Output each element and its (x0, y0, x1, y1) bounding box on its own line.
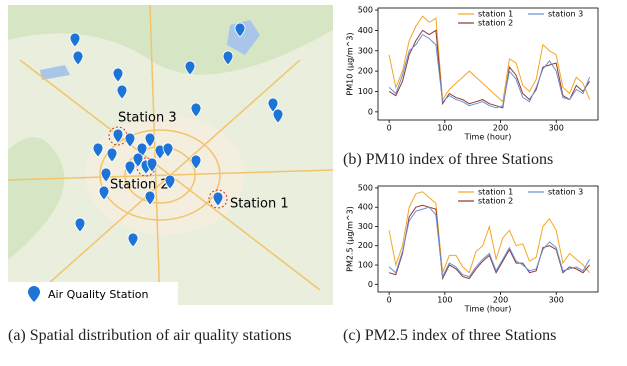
figure: Air Quality Station Station 3 Station 2 … (0, 0, 627, 366)
y-tick-label: 200 (358, 241, 373, 250)
x-tick-label: 0 (387, 124, 392, 133)
page: Air Quality Station Station 3 Station 2 … (0, 0, 627, 366)
y-tick-label: 400 (358, 203, 373, 212)
map: Air Quality Station Station 3 Station 2 … (8, 5, 333, 305)
x-tick-label: 300 (549, 296, 564, 305)
x-tick-label: 0 (387, 296, 392, 305)
y-tick-label: 0 (368, 107, 373, 116)
y-tick-label: 0 (368, 280, 373, 289)
y-axis-label: PM2.5 (μg/m^3) (346, 206, 355, 272)
y-tick-label: 300 (358, 222, 373, 231)
y-tick-label: 400 (358, 26, 373, 35)
caption: (b) PM10 index of three Stations (343, 150, 553, 170)
y-axis-label: PM10 (μg/m^3) (346, 32, 355, 95)
legend-label: station 3 (548, 10, 583, 19)
legend-label: station 2 (478, 19, 513, 28)
x-tick-label: 200 (493, 296, 508, 305)
y-tick-label: 200 (358, 67, 373, 76)
station-label: Station 2 (110, 178, 169, 193)
y-tick-label: 100 (358, 261, 373, 270)
y-tick-label: 100 (358, 87, 373, 96)
map-legend: Air Quality Station (48, 288, 149, 301)
legend-label: station 2 (478, 197, 513, 206)
x-tick-label: 300 (549, 124, 564, 133)
y-tick-label: 300 (358, 46, 373, 55)
x-axis-label: Time (hour) (464, 305, 512, 314)
series-line (389, 207, 589, 276)
y-tick-label: 500 (358, 183, 373, 192)
caption: (a) Spatial distribution of air quality … (8, 326, 333, 346)
x-tick-label: 200 (493, 124, 508, 133)
series-line (389, 16, 589, 102)
x-tick-label: 100 (437, 124, 452, 133)
x-tick-label: 100 (437, 296, 452, 305)
station-label: Station 3 (118, 111, 177, 126)
station-label: Station 1 (230, 197, 289, 212)
caption: (c) PM2.5 index of three Stations (343, 326, 556, 346)
x-axis-label: Time (hour) (464, 133, 512, 142)
legend-label: station 1 (478, 10, 513, 19)
y-tick-label: 500 (358, 6, 373, 15)
legend-label: station 3 (548, 188, 583, 197)
legend-label: station 1 (478, 188, 513, 197)
series-line (389, 205, 589, 278)
